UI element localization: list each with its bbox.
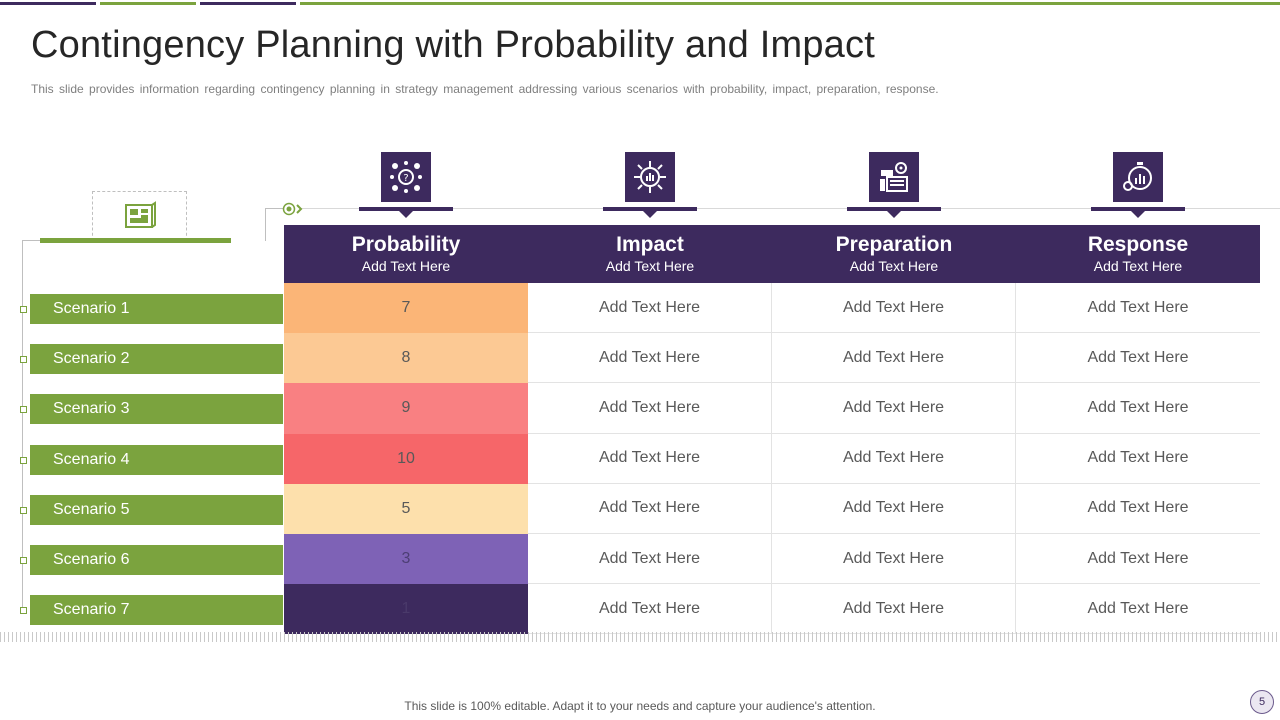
- column-title: Probability: [351, 233, 461, 256]
- icon-underline: [847, 207, 941, 211]
- top-accent-bar: [100, 2, 196, 5]
- header-guide-line: [300, 208, 1280, 209]
- preparation-cell: Add Text Here: [772, 584, 1016, 635]
- page-number: 5: [1250, 690, 1274, 714]
- preparation-cell: Add Text Here: [772, 533, 1016, 585]
- probability-cell: 3: [284, 533, 528, 585]
- column-subtitle: Add Text Here: [849, 258, 939, 274]
- top-accent-bar: [300, 2, 1280, 5]
- column-title: Preparation: [835, 233, 953, 256]
- scenario-label: Scenario 6: [30, 545, 283, 575]
- table-row: 1 Add Text Here Add Text Here Add Text H…: [284, 584, 1260, 635]
- scenario-bullet: [20, 406, 27, 413]
- table-row: 5 Add Text Here Add Text Here Add Text H…: [284, 483, 1260, 534]
- probability-cell: 10: [284, 433, 528, 484]
- table-row: 10 Add Text Here Add Text Here Add Text …: [284, 433, 1260, 484]
- column-subtitle: Add Text Here: [605, 258, 695, 274]
- connector-line: [265, 208, 284, 241]
- response-cell: Add Text Here: [1016, 584, 1260, 635]
- probability-cell: 5: [284, 483, 528, 534]
- blueprint-icon: [124, 201, 156, 228]
- table-row: 8 Add Text Here Add Text Here Add Text H…: [284, 333, 1260, 384]
- icon-pointer: [399, 211, 413, 218]
- scenario-bullet: [20, 356, 27, 363]
- column-subtitle: Add Text Here: [1093, 258, 1183, 274]
- page-title: Contingency Planning with Probability an…: [31, 24, 875, 66]
- icon-pointer: [887, 211, 901, 218]
- impact-cell: Add Text Here: [528, 584, 772, 635]
- impact-cell: Add Text Here: [528, 333, 772, 384]
- ruler-strip: [0, 632, 1280, 642]
- icon-underline: [1091, 207, 1185, 211]
- impact-cell: Add Text Here: [528, 533, 772, 585]
- probability-cell: 1: [284, 584, 528, 635]
- column-header-response: Response Add Text Here: [1016, 225, 1260, 283]
- preparation-cell: Add Text Here: [772, 333, 1016, 384]
- table-row: 3 Add Text Here Add Text Here Add Text H…: [284, 533, 1260, 585]
- column-title: Response: [1087, 233, 1189, 256]
- preparation-icon: [869, 152, 919, 202]
- response-cell: Add Text Here: [1016, 484, 1260, 534]
- preparation-cell: Add Text Here: [772, 383, 1016, 434]
- top-accent-bar: [200, 2, 296, 5]
- scenario-label: Scenario 4: [30, 445, 283, 475]
- table-row: 9 Add Text Here Add Text Here Add Text H…: [284, 383, 1260, 434]
- scenario-label: Scenario 1: [30, 294, 283, 324]
- table-row: 7 Add Text Here Add Text Here Add Text H…: [284, 283, 1260, 334]
- column-subtitle: Add Text Here: [361, 258, 451, 274]
- probability-icon: ?: [381, 152, 431, 202]
- icon-pointer: [643, 211, 657, 218]
- icon-pointer: [1131, 211, 1145, 218]
- icon-underline: [359, 207, 453, 211]
- plan-underline: [40, 238, 231, 243]
- connector-line: [22, 240, 23, 612]
- scenario-label: Scenario 3: [30, 394, 283, 424]
- impact-icon: [625, 152, 675, 202]
- probability-cell: 7: [284, 283, 528, 334]
- page-subtitle: This slide provides information regardin…: [31, 82, 939, 96]
- probability-cell: 8: [284, 333, 528, 384]
- icon-underline: [603, 207, 697, 211]
- eye-marker-icon: [282, 202, 303, 216]
- response-icon: [1113, 152, 1163, 202]
- contingency-table: 7 Add Text Here Add Text Here Add Text H…: [284, 283, 1260, 635]
- impact-cell: Add Text Here: [528, 433, 772, 484]
- plan-icon-frame: [92, 191, 187, 241]
- connector-line: [22, 240, 42, 241]
- svg-text:?: ?: [403, 173, 408, 184]
- preparation-cell: Add Text Here: [772, 433, 1016, 484]
- response-cell: Add Text Here: [1016, 333, 1260, 384]
- response-cell: Add Text Here: [1016, 283, 1260, 334]
- top-accent-bar: [0, 2, 96, 5]
- column-header-impact: Impact Add Text Here: [528, 225, 772, 283]
- column-header-preparation: Preparation Add Text Here: [772, 225, 1016, 283]
- scenario-bullet: [20, 507, 27, 514]
- preparation-cell: Add Text Here: [772, 283, 1016, 334]
- scenario-bullet: [20, 457, 27, 464]
- column-title: Impact: [616, 233, 684, 256]
- response-cell: Add Text Here: [1016, 434, 1260, 484]
- scenario-label: Scenario 7: [30, 595, 283, 625]
- footer-note: This slide is 100% editable. Adapt it to…: [404, 699, 876, 713]
- impact-cell: Add Text Here: [528, 483, 772, 534]
- scenario-label: Scenario 2: [30, 344, 283, 374]
- response-cell: Add Text Here: [1016, 534, 1260, 585]
- scenario-bullet: [20, 306, 27, 313]
- table-header: Probability Add Text Here Impact Add Tex…: [284, 225, 1260, 283]
- scenario-bullet: [20, 557, 27, 564]
- preparation-cell: Add Text Here: [772, 483, 1016, 534]
- impact-cell: Add Text Here: [528, 383, 772, 434]
- column-header-probability: Probability Add Text Here: [284, 225, 528, 283]
- scenario-label: Scenario 5: [30, 495, 283, 525]
- impact-cell: Add Text Here: [528, 283, 772, 334]
- response-cell: Add Text Here: [1016, 383, 1260, 434]
- probability-cell: 9: [284, 383, 528, 434]
- scenario-bullet: [20, 607, 27, 614]
